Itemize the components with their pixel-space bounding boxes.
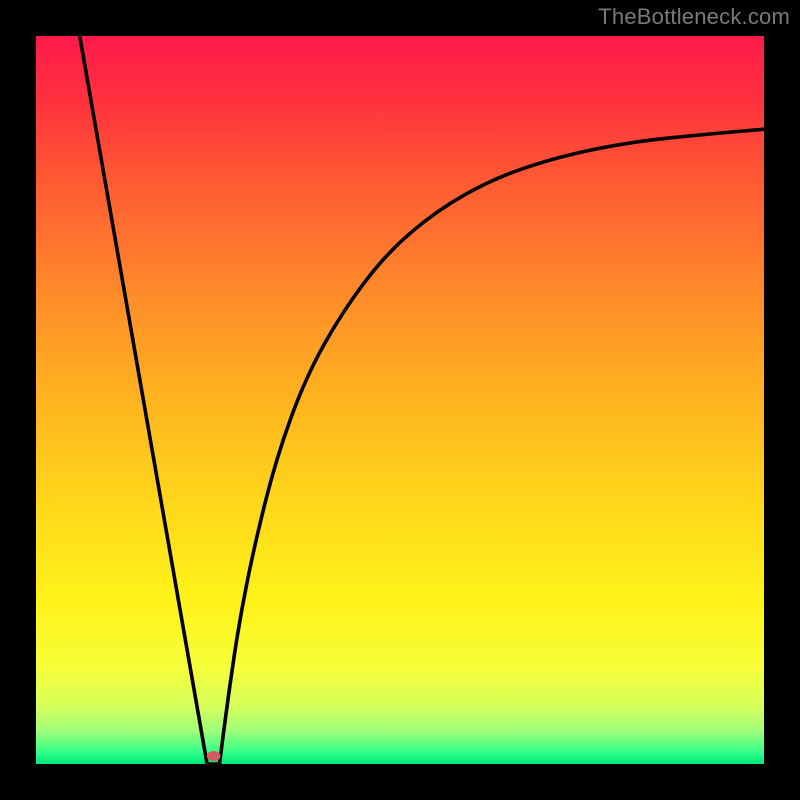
plot-frame — [36, 36, 764, 764]
dip-marker-icon — [207, 751, 221, 761]
curve-path — [80, 36, 764, 764]
bottleneck-curve — [36, 36, 764, 764]
plot-area — [36, 36, 764, 764]
figure-root: TheBottleneck.com — [0, 0, 800, 800]
watermark-text: TheBottleneck.com — [598, 4, 790, 30]
